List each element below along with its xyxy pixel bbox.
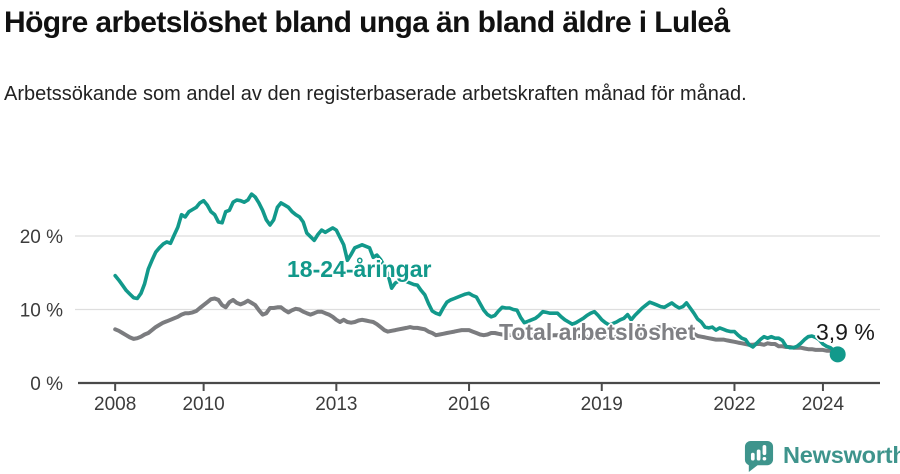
x-tick-label: 2022 bbox=[713, 394, 755, 415]
y-tick-label: 10 % bbox=[20, 301, 63, 322]
page-subtitle: Arbetssökande som andel av den registerb… bbox=[4, 83, 747, 105]
x-tick-label: 2013 bbox=[315, 394, 357, 415]
x-tick-label: 2016 bbox=[448, 394, 490, 415]
y-tick-label: 20 % bbox=[20, 227, 63, 248]
unemployment-line-chart: 2008 2010 2013 2016 2019 2022 2024 0 % 10 % 20 % bbox=[20, 192, 880, 415]
series-label-young: 18-24-åringar bbox=[287, 256, 432, 282]
series-line-18-24-åringar bbox=[113, 192, 840, 357]
x-tick-label: 2019 bbox=[581, 394, 623, 415]
end-value-label: 3,9 % bbox=[816, 319, 875, 345]
page-title: Högre arbetslöshet bland unga än bland ä… bbox=[4, 6, 730, 39]
x-tick-label: 2024 bbox=[802, 394, 845, 415]
newsworthy-logo[interactable]: Newsworthy bbox=[743, 439, 900, 472]
brand-name: Newsworthy bbox=[783, 442, 900, 468]
series-end-dot bbox=[829, 346, 846, 363]
x-tick-label: 2008 bbox=[94, 394, 136, 415]
y-tick-label: 0 % bbox=[30, 374, 63, 395]
series-label-total: Total arbetslöshet bbox=[499, 319, 696, 345]
bar-chart-speech-bubble-icon bbox=[743, 439, 775, 472]
series-line-Total arbetslöshet bbox=[113, 296, 840, 355]
x-tick-label: 2010 bbox=[182, 394, 224, 415]
